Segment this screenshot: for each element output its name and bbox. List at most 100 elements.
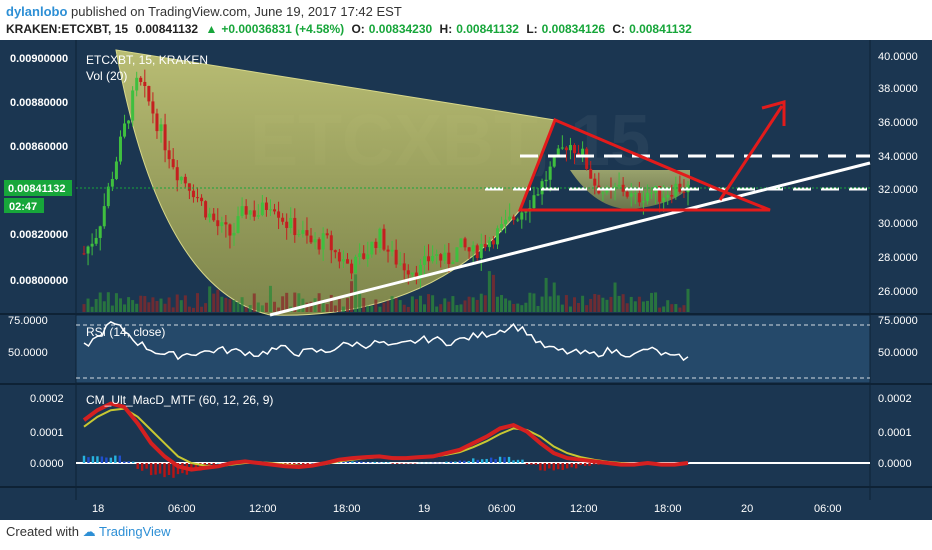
volume-bar [585,305,589,312]
candle-body [86,246,90,254]
macd-hist-bar [472,458,475,463]
candle-body [451,261,455,265]
macd-hist-bar [82,455,86,463]
macd-hist-bar [208,463,211,466]
volume-bar [418,295,422,312]
volume-bar [491,274,495,312]
macd-hist-bar [507,456,511,463]
candle-body [155,113,159,132]
volume-bar [187,306,191,312]
volume-bar [451,296,455,312]
macd-hist-bar [100,456,104,463]
time-tick: 19 [418,503,430,515]
macd-hist-bar [480,459,484,463]
candle-body [135,77,139,91]
candle-body [459,238,463,248]
right-tick: 34.0000 [878,151,918,163]
volume-bar [435,306,439,312]
volume-bar [613,282,617,312]
volume-bar [568,306,572,312]
rsi-left-tick: 50.0000 [8,347,48,359]
candle-body [94,237,98,244]
macd-hist-bar [378,462,381,463]
macd-hist-bar [391,463,394,464]
candle-body [208,213,212,218]
macd-hist-bar [516,459,520,463]
volume-bar [285,292,289,312]
candle-body [678,183,682,192]
macd-hist-bar [203,463,206,466]
volume-bar [459,304,463,312]
volume-bar [670,304,674,312]
volume-bar [654,292,658,312]
macd-hist-bar [521,459,524,463]
breakout-arrow [718,105,784,201]
volume-bar [520,305,524,312]
volume-bar [127,297,131,312]
candle-body [159,124,163,132]
right-axis: 40.0000 38.0000 36.0000 34.0000 32.0000 … [878,51,918,298]
macd-hist-bar [422,462,426,464]
volume-bar [479,293,483,312]
volume-bar [552,282,556,312]
candle-body [252,210,256,217]
candle-body [641,201,645,203]
candle-body [658,186,662,202]
candle-body [463,238,467,248]
rsi-line [83,321,689,362]
macd-hist-bar [306,463,309,465]
volume-bar [362,297,366,312]
volume-label: Vol (20) [86,69,127,83]
candle-body [536,194,540,196]
macd-hist-bar [539,463,542,471]
volume-bar [171,307,175,312]
right-tick: 38.0000 [878,83,918,95]
volume-bar [678,307,682,312]
chart-svg[interactable]: ETCXBT, 15 ETCXBT, 15, KRAKEN Vol (20) 0… [0,40,932,520]
candle-body [305,230,309,236]
candle-body [329,235,333,251]
volume-bar [123,304,127,312]
volume-bar [82,304,86,312]
candle-body [171,159,175,168]
candle-body [572,145,576,154]
chart-area[interactable]: ETCXBT, 15 ETCXBT, 15, KRAKEN Vol (20) 0… [0,40,932,520]
macd-hist-bar [217,463,220,464]
candle-body [564,147,568,151]
candle-body [256,215,260,217]
macd-hist-bar [404,463,408,464]
candle-body [289,217,293,228]
descending-triangle [517,118,771,212]
volume-bar [621,294,625,312]
low-value: 0.00834126 [541,22,606,36]
candle-body [273,209,277,212]
volume-bar [256,302,260,312]
time-axis: 18 06:00 12:00 18:00 19 06:00 12:00 18:0… [92,503,842,515]
tradingview-link[interactable]: TradingView [99,524,171,539]
candle-body [589,168,593,179]
volume-bar [309,301,313,312]
author-link[interactable]: dylanlobo [6,4,68,19]
macd-hist-bar [583,463,587,466]
volume-bar [293,292,297,312]
volume-bar [208,286,212,312]
right-tick: 26.0000 [878,286,918,298]
candle-body [224,222,228,225]
volume-bar [423,304,427,312]
volume-bar [260,305,264,312]
volume-bar [524,302,528,312]
volume-bar [114,293,118,312]
macd-hist-bar [395,463,399,464]
candle-body [301,230,305,234]
tradingview-logo-icon: ☁ [82,524,96,539]
candle-body [633,193,637,195]
time-tick: 12:00 [570,503,598,515]
candle-body [621,184,625,192]
candle-body [487,240,491,248]
macd-hist-bar [413,463,417,464]
macd-hist-bar [373,461,377,463]
macd-right-tick: 0.0000 [878,458,912,470]
candle-body [102,206,106,227]
volume-bar [232,299,236,312]
macd-hist-bar [530,463,533,465]
